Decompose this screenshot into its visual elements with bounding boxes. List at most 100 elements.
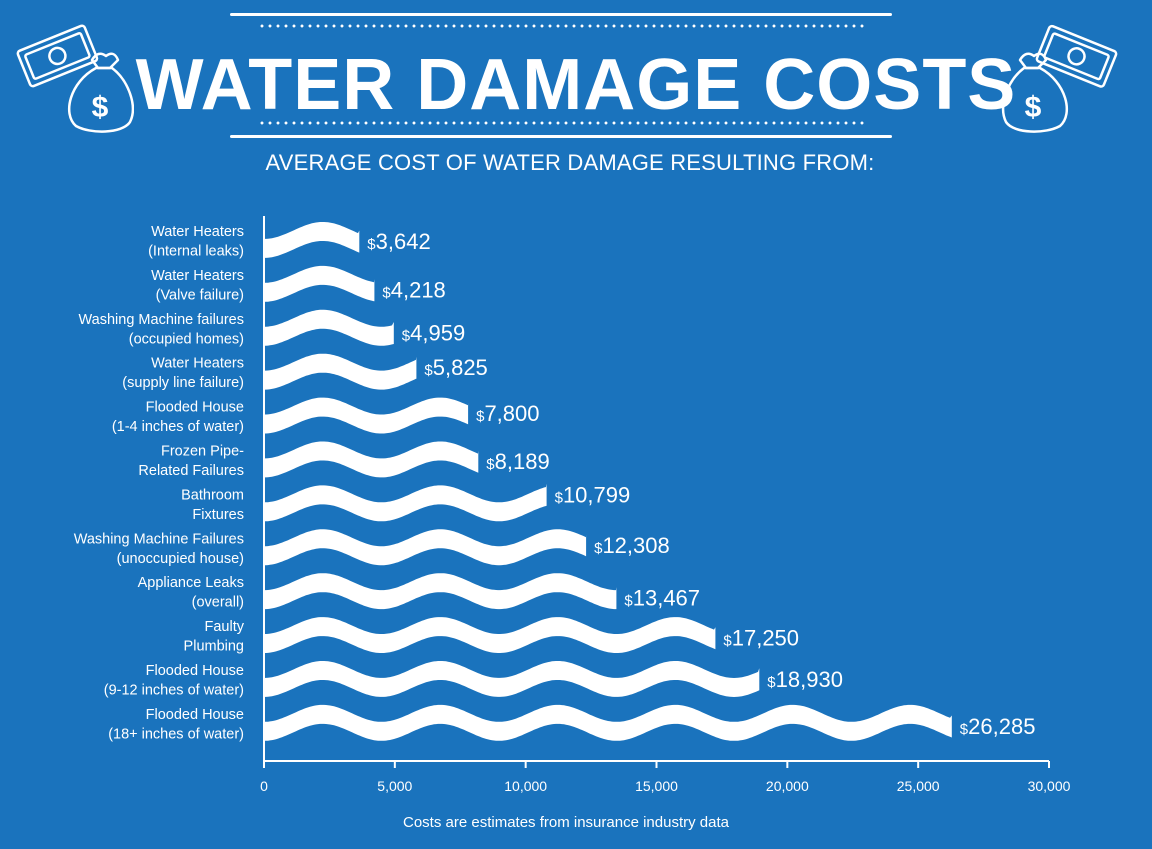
bars-layer <box>264 222 952 741</box>
value-number: 26,285 <box>968 714 1035 739</box>
wave-bar <box>264 529 587 566</box>
currency-symbol: $ <box>382 285 391 302</box>
value-number: 3,642 <box>376 229 431 254</box>
value-label: $26,285 <box>960 714 1036 739</box>
x-tick-label: 20,000 <box>766 778 809 794</box>
x-tick-label: 15,000 <box>635 778 678 794</box>
category-label-line: Flooded House <box>146 400 244 416</box>
value-number: 12,308 <box>602 533 669 558</box>
value-number: 17,250 <box>732 626 799 651</box>
value-label: $18,930 <box>767 667 843 692</box>
category-label-line: Water Heaters <box>151 224 244 240</box>
currency-symbol: $ <box>367 236 376 253</box>
wave-bar <box>264 222 360 258</box>
category-label: Flooded House (18+ inches of water) <box>108 707 244 743</box>
value-label: $4,959 <box>402 321 465 346</box>
x-tick-label: 0 <box>260 778 268 794</box>
value-number: 4,959 <box>410 321 465 346</box>
category-label-line: Related Failures <box>138 463 244 479</box>
category-label: Washing Machine failures (occupied homes) <box>79 312 244 348</box>
footnote: Costs are estimates from insurance indus… <box>403 814 729 831</box>
wave-bar <box>264 483 547 522</box>
category-label: Washing Machine Failures (unoccupied hous… <box>74 531 244 567</box>
category-label-line: (1-4 inches of water) <box>112 419 244 435</box>
category-label-line: Water Heaters <box>151 356 244 372</box>
category-label-line: (occupied homes) <box>129 331 244 347</box>
category-label: Bathroom Fixtures <box>181 487 244 523</box>
value-number: 18,930 <box>776 667 843 692</box>
currency-symbol: $ <box>960 721 969 738</box>
currency-symbol: $ <box>594 540 603 557</box>
value-label: $17,250 <box>723 626 799 651</box>
bottom-dotted-line <box>258 121 864 125</box>
category-label-line: Appliance Leaks <box>138 575 244 591</box>
category-label-line: (Internal leaks) <box>148 243 244 259</box>
currency-symbol: $ <box>486 456 495 473</box>
value-label: $12,308 <box>594 533 670 558</box>
x-tick-label: 25,000 <box>897 778 940 794</box>
currency-symbol: $ <box>402 328 411 345</box>
wave-bar <box>264 309 394 346</box>
value-label: $13,467 <box>624 586 700 611</box>
category-label-line: (18+ inches of water) <box>108 726 244 742</box>
category-label-line: (unoccupied house) <box>117 551 244 567</box>
chart-subtitle: AVERAGE COST OF WATER DAMAGE RESULTING F… <box>265 150 875 175</box>
category-label: Water Heaters (Internal leaks) <box>148 224 244 260</box>
currency-symbol: $ <box>624 593 633 610</box>
category-label-line: Frozen Pipe- <box>161 443 244 459</box>
value-number: 8,189 <box>495 449 550 474</box>
currency-symbol: $ <box>424 362 433 379</box>
category-label-line: Flooded House <box>146 663 244 679</box>
value-label: $3,642 <box>367 229 430 254</box>
top-rule <box>230 13 892 16</box>
money-bag-icon: $ <box>16 24 134 133</box>
value-number: 10,799 <box>563 482 630 507</box>
value-label: $4,218 <box>382 278 445 303</box>
money-bag-icon: $ <box>1001 24 1118 133</box>
category-label: Faulty Plumbing <box>184 619 245 655</box>
category-label: Flooded House (9-12 inches of water) <box>104 663 244 699</box>
category-label-line: Washing Machine Failures <box>74 531 244 547</box>
value-number: 13,467 <box>633 586 700 611</box>
category-label-line: Washing Machine failures <box>79 312 244 328</box>
currency-symbol: $ <box>476 408 485 425</box>
wave-bar <box>264 617 716 653</box>
bottom-rule <box>230 135 892 138</box>
category-label: Appliance Leaks (overall) <box>138 575 244 611</box>
dollar-sign: $ <box>92 91 109 124</box>
category-label: Frozen Pipe- Related Failures <box>138 443 244 479</box>
wave-bar <box>264 704 952 741</box>
category-label: Water Heaters (Valve failure) <box>151 268 244 304</box>
category-label-line: (overall) <box>192 595 244 611</box>
value-number: 7,800 <box>484 401 539 426</box>
currency-symbol: $ <box>723 633 732 650</box>
category-label-line: Bathroom <box>181 487 244 503</box>
category-label-line: (supply line failure) <box>122 375 244 391</box>
currency-symbol: $ <box>767 674 776 691</box>
page-title: WATER DAMAGE COSTS <box>135 45 1017 125</box>
wave-bar <box>264 661 760 697</box>
category-label-line: Fixtures <box>192 507 244 523</box>
top-dotted-line <box>258 24 864 28</box>
value-number: 5,825 <box>433 355 488 380</box>
wave-bar <box>264 353 417 390</box>
category-label-line: Faulty <box>205 619 245 635</box>
dollar-sign: $ <box>1025 91 1042 124</box>
currency-symbol: $ <box>555 489 564 506</box>
wave-bar <box>264 397 469 434</box>
value-label: $10,799 <box>555 482 631 507</box>
wave-bar <box>264 573 617 610</box>
x-tick-label: 30,000 <box>1028 778 1071 794</box>
value-label: $8,189 <box>486 449 549 474</box>
category-label: Water Heaters (supply line failure) <box>122 356 244 392</box>
value-label: $5,825 <box>424 355 487 380</box>
wave-bar <box>264 265 375 302</box>
x-tick-label: 5,000 <box>377 778 412 794</box>
wave-bar <box>264 441 479 478</box>
category-label: Flooded House (1-4 inches of water) <box>112 400 244 436</box>
value-number: 4,218 <box>391 278 446 303</box>
category-label-line: Plumbing <box>184 639 244 655</box>
category-label-line: (Valve failure) <box>156 287 244 303</box>
category-label-line: Flooded House <box>146 707 244 723</box>
